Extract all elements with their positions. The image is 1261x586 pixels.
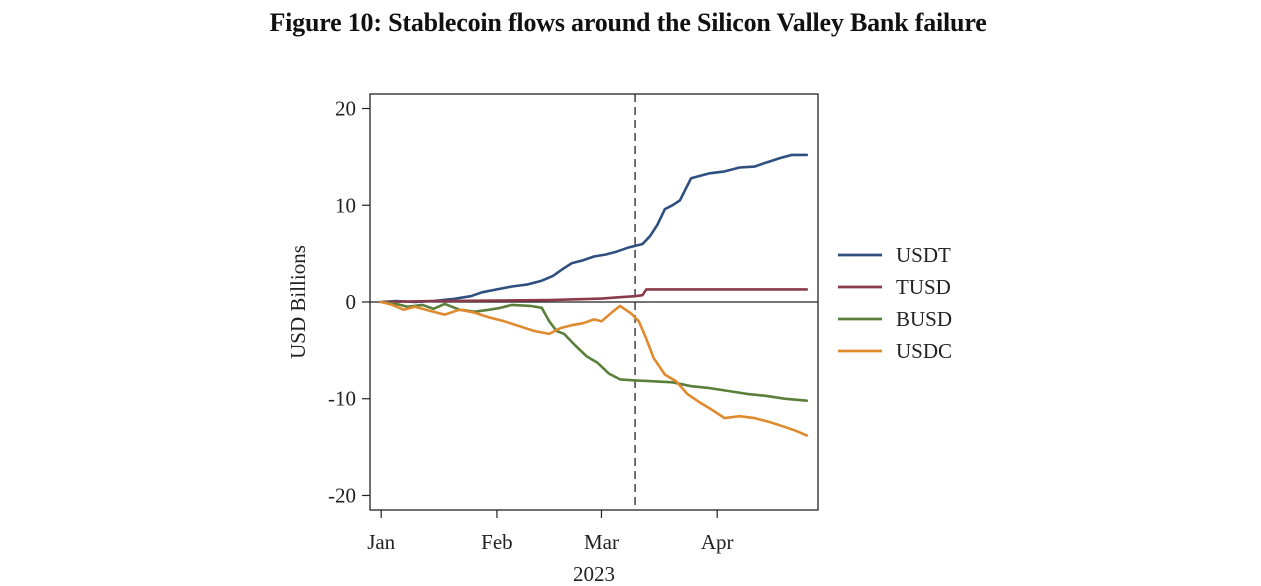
x-tick-label: Apr <box>701 530 734 554</box>
legend-label-tusd: TUSD <box>896 275 951 299</box>
legend-label-busd: BUSD <box>896 307 952 331</box>
series-line-tusd <box>379 288 809 304</box>
chart-legend: USDT TUSD BUSD USDC <box>838 243 952 363</box>
legend-label-usdc: USDC <box>896 339 952 363</box>
x-tick-label: Jan <box>367 530 395 554</box>
series-line-usdc <box>379 300 809 437</box>
plot-area: 20 10 0 -10 -20 Jan Feb Mar Apr <box>328 93 819 554</box>
x-tick-label: Mar <box>584 530 619 554</box>
x-axis-title: 2023 <box>573 562 615 586</box>
series-line-busd <box>379 300 809 402</box>
y-axis-title: USD Billions <box>286 245 310 359</box>
y-tick-label: -10 <box>328 387 356 411</box>
x-tick-label: Feb <box>481 530 513 554</box>
y-tick-label: 0 <box>346 290 357 314</box>
legend-label-usdt: USDT <box>896 243 951 267</box>
y-tick-label: 10 <box>335 193 356 217</box>
y-tick-label: 20 <box>335 97 356 121</box>
series-line-usdt <box>379 153 809 304</box>
figure-title: Figure 10: Stablecoin flows around the S… <box>269 8 987 37</box>
y-tick-label: -20 <box>328 483 356 507</box>
